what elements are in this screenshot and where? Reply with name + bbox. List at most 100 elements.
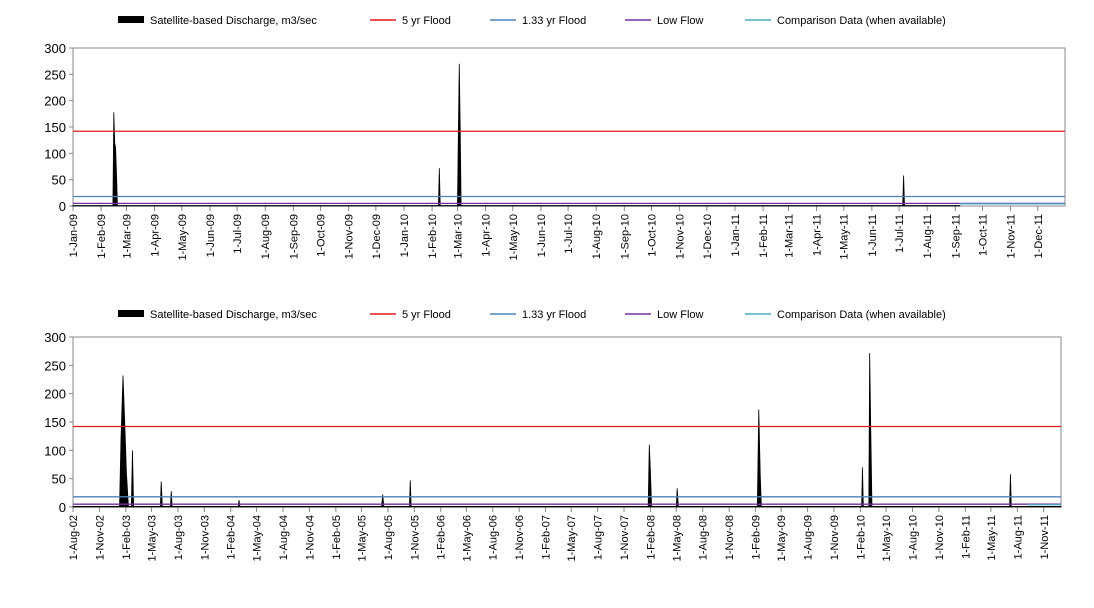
x-tick-label: 1-Aug-07 [593, 515, 605, 560]
x-tick-label: 1-Aug-10 [591, 214, 603, 259]
x-tick-label: 1-Dec-09 [371, 214, 383, 259]
x-tick-label: 1-Nov-07 [619, 515, 631, 560]
y-tick-label: 150 [44, 120, 66, 135]
x-tick-label: 1-Oct-11 [977, 214, 989, 256]
x-tick-label: 1-Nov-06 [514, 515, 526, 560]
chart-2002-2011: Satellite-based Discharge, m3/sec 5 yr Fl… [44, 309, 1062, 561]
x-tick-label: 1-Dec-10 [702, 214, 714, 259]
legend-swatch-discharge [118, 16, 144, 23]
x-tick-label: 1-Nov-02 [94, 515, 106, 560]
x-tick-label: 1-Feb-11 [960, 515, 972, 559]
x-tick-label: 1-Jul-10 [563, 214, 575, 254]
x-tick-label: 1-Apr-09 [150, 214, 162, 257]
plot-area [72, 47, 1066, 207]
x-tick-label: 1-Sep-09 [288, 214, 300, 259]
x-tick-label: 1-Feb-10 [427, 214, 439, 259]
y-tick-label: 300 [44, 330, 66, 345]
x-tick-label: 1-Nov-10 [934, 515, 946, 560]
y-tick-label: 250 [44, 67, 66, 82]
x-tick-label: 1-May-06 [461, 515, 473, 561]
x-tick-label: 1-Feb-06 [436, 515, 448, 560]
x-tick-label: 1-Nov-04 [304, 515, 316, 560]
legend: Satellite-based Discharge, m3/sec 5 yr Fl… [118, 309, 946, 321]
x-tick-label: 1-Jan-09 [68, 214, 80, 257]
x-tick-label: 1-May-07 [566, 515, 578, 561]
x-tick-label: 1-May-05 [356, 515, 368, 561]
x-tick-label: 1-Jan-11 [730, 214, 742, 257]
legend-label: 5 yr Flood [402, 15, 451, 27]
x-tick-label: 1-Nov-05 [409, 515, 421, 560]
discharge-area [72, 352, 1062, 508]
x-tick-label: 1-Jan-10 [399, 214, 411, 257]
x-tick-label: 1-Nov-09 [829, 515, 841, 560]
x-tick-label: 1-Nov-03 [199, 515, 211, 560]
x-tick-label: 1-Aug-05 [383, 515, 395, 560]
x-tick-label: 1-May-04 [252, 515, 264, 561]
plot-area [72, 336, 1062, 508]
legend-label: 1.33 yr Flood [522, 309, 586, 321]
x-tick-label: 1-Aug-10 [907, 515, 919, 560]
x-tick-label: 1-May-11 [839, 214, 851, 260]
x-tick-label: 1-May-09 [776, 515, 788, 561]
x-tick-label: 1-Apr-11 [812, 214, 824, 256]
x-tick-label: 1-Aug-06 [488, 515, 500, 560]
legend: Satellite-based Discharge, m3/sec 5 yr Fl… [118, 15, 946, 27]
y-tick-label: 50 [52, 472, 66, 487]
chart-2009-2011: Satellite-based Discharge, m3/sec 5 yr Fl… [44, 15, 1066, 260]
y-tick-label: 50 [52, 173, 66, 188]
x-tick-label: 1-Sep-11 [950, 214, 962, 258]
x-tick-label: 1-Jul-09 [232, 214, 244, 254]
x-tick-label: 1-Feb-09 [751, 515, 763, 560]
x-tick-label: 1-May-08 [671, 515, 683, 561]
y-tick-label: 200 [44, 94, 66, 109]
y-tick-label: 300 [44, 41, 66, 56]
x-tick-label: 1-Mar-09 [121, 214, 133, 259]
x-tick-label: 1-Oct-09 [316, 214, 328, 257]
x-tick-label: 1-May-09 [177, 214, 189, 260]
legend-label: Low Flow [657, 15, 704, 27]
x-tick-label: 1-May-11 [986, 515, 998, 561]
discharge-area [72, 63, 961, 207]
x-tick-label: 1-Aug-11 [922, 214, 934, 258]
x-tick-label: 1-Aug-03 [173, 515, 185, 560]
x-tick-label: 1-Aug-08 [698, 515, 710, 560]
y-tick-label: 200 [44, 387, 66, 402]
x-tick-label: 1-Feb-11 [758, 214, 770, 258]
x-tick-label: 1-Feb-07 [541, 515, 553, 560]
y-tick-label: 0 [59, 500, 66, 515]
legend-label: Comparison Data (when available) [777, 15, 946, 27]
x-tick-label: 1-Aug-02 [68, 515, 80, 560]
x-tick-label: 1-Jul-11 [894, 214, 906, 253]
y-tick-label: 250 [44, 358, 66, 373]
legend-label: 5 yr Flood [402, 309, 451, 321]
legend-swatch-discharge [118, 310, 144, 317]
x-tick-label: 1-May-10 [881, 515, 893, 561]
x-tick-label: 1-Jun-10 [536, 214, 548, 257]
x-tick-label: 1-Aug-11 [1012, 515, 1024, 559]
legend-label: 1.33 yr Flood [522, 15, 586, 27]
x-tick-label: 1-May-03 [146, 515, 158, 561]
y-tick-label: 150 [44, 415, 66, 430]
x-tick-label: 1-Aug-04 [278, 515, 290, 560]
x-tick-label: 1-Aug-09 [803, 515, 815, 560]
x-tick-label: 1-Feb-10 [855, 515, 867, 560]
x-tick-label: 1-Jun-09 [205, 214, 217, 257]
x-tick-label: 1-Nov-11 [1039, 515, 1051, 559]
x-tick-label: 1-Aug-09 [260, 214, 272, 259]
x-tick-label: 1-Nov-09 [344, 214, 356, 259]
x-tick-label: 1-Nov-11 [1006, 214, 1018, 258]
x-tick-label: 1-Dec-11 [1033, 214, 1045, 258]
legend-label: Comparison Data (when available) [777, 309, 946, 321]
x-tick-label: 1-Mar-11 [783, 214, 795, 258]
x-tick-label: 1-Jun-11 [867, 214, 879, 257]
x-tick-label: 1-Feb-04 [226, 515, 238, 560]
x-tick-label: 1-Mar-10 [452, 214, 464, 259]
legend-label: Satellite-based Discharge, m3/sec [150, 309, 317, 321]
legend-label: Low Flow [657, 309, 704, 321]
y-tick-label: 0 [59, 199, 66, 214]
x-tick-label: 1-Feb-03 [121, 515, 133, 560]
y-tick-label: 100 [44, 443, 66, 458]
x-tick-label: 1-Oct-10 [647, 214, 659, 257]
x-tick-label: 1-Nov-10 [675, 214, 687, 259]
